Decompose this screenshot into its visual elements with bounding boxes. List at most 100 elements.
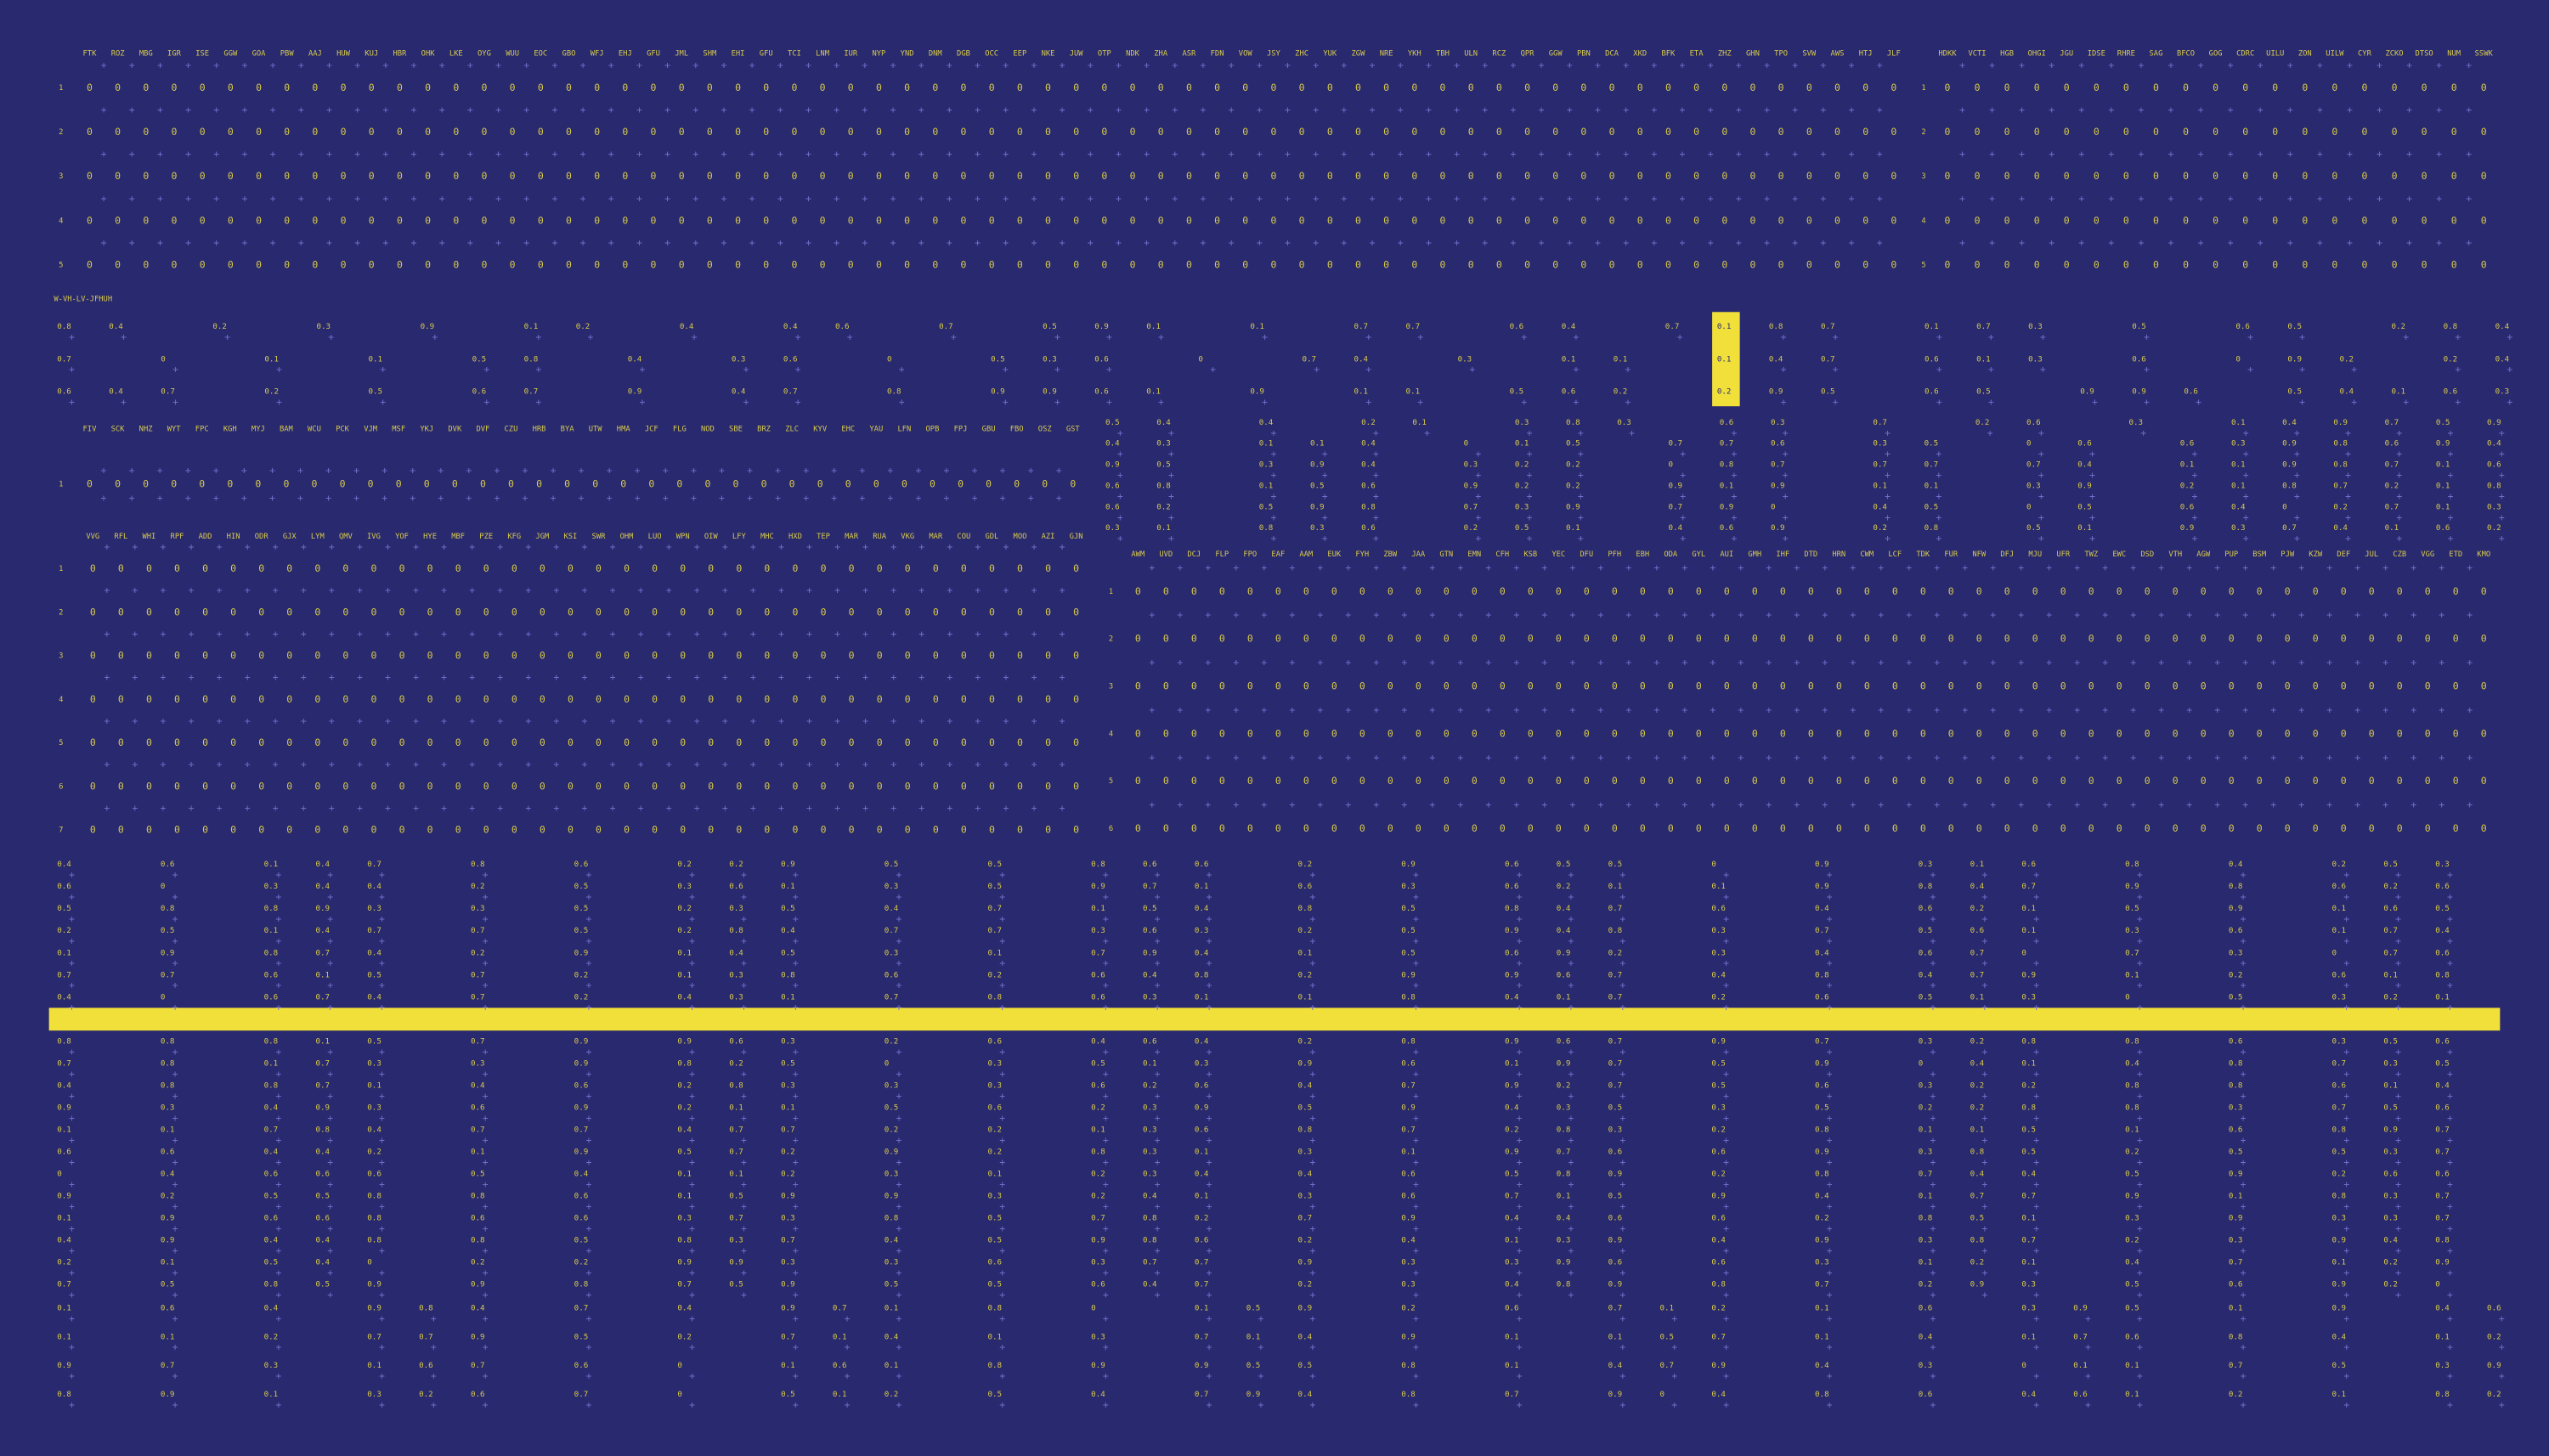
cell-value: 0 xyxy=(481,214,487,226)
cell-value: 0 xyxy=(399,780,405,792)
cell-value: 0 xyxy=(1975,126,1981,138)
cell-value: 0.5 xyxy=(1298,1103,1313,1112)
cell-value: 0.5 xyxy=(574,1235,589,1244)
cell-value: 0.6 xyxy=(2026,418,2041,427)
plus-marker: + xyxy=(2354,657,2360,669)
plus-marker: + xyxy=(2354,751,2360,763)
cell-value: 0 xyxy=(791,126,797,138)
cell-value: 0 xyxy=(538,126,544,138)
cell-value: 0.6 xyxy=(472,387,487,397)
plus-marker: + xyxy=(1309,1200,1315,1212)
cell-value: 0.7 xyxy=(885,926,899,935)
plus-marker: + xyxy=(896,1200,902,1212)
cell-value: 0 xyxy=(620,478,626,490)
plus-marker: + xyxy=(1936,396,1942,408)
cell-value: 0 xyxy=(1017,562,1023,574)
cell-value: 0.5 xyxy=(367,1036,382,1046)
cell-value: 0 xyxy=(115,478,121,490)
plus-marker: + xyxy=(2191,448,2197,460)
plus-marker: + xyxy=(741,979,747,991)
plus-marker: + xyxy=(1413,1156,1419,1168)
plus-marker: + xyxy=(1429,799,1435,810)
plus-marker: + xyxy=(1738,799,1744,810)
plus-marker: + xyxy=(553,759,559,770)
cell-value: 0.6 xyxy=(2383,904,2398,913)
plus-marker: + xyxy=(778,759,784,770)
cell-value: 0 xyxy=(146,736,152,748)
cell-value: 0.3 xyxy=(781,1081,795,1090)
row-label: 5 xyxy=(59,739,63,748)
plus-marker: + xyxy=(379,1156,385,1168)
cell-value: 0.2 xyxy=(161,1191,175,1200)
plus-marker: + xyxy=(1257,237,1263,249)
plus-marker: + xyxy=(1106,396,1112,408)
plus-marker: + xyxy=(2074,609,2080,621)
plus-marker: + xyxy=(608,59,614,71)
cell-value: 0.6 xyxy=(835,322,850,331)
plus-marker: + xyxy=(1309,891,1315,903)
plus-marker: + xyxy=(1103,1046,1109,1058)
plus-marker: + xyxy=(1103,1244,1109,1256)
cell-value: 0 xyxy=(961,562,967,574)
cell-value: 0.4 xyxy=(1401,1235,1416,1244)
cell-value: 0 xyxy=(707,82,713,93)
cell-value: 0 xyxy=(342,606,348,618)
cell-value: 0 xyxy=(848,82,854,93)
plus-marker: + xyxy=(834,802,840,814)
cell-value: 0 xyxy=(2302,82,2308,93)
cell-value: 0 xyxy=(1806,82,1812,93)
plus-marker: + xyxy=(1820,192,1826,204)
cell-value: 0.6 xyxy=(2487,1303,2501,1312)
column-header: MAR xyxy=(845,533,859,541)
plus-marker: + xyxy=(1568,1112,1574,1124)
cell-value: 0.3 xyxy=(987,1058,1002,1068)
cell-value: 0 xyxy=(230,780,236,792)
cell-value: 0 xyxy=(680,736,686,748)
cell-value: 0.1 xyxy=(885,1361,899,1370)
cell-value: 0 xyxy=(2242,170,2248,182)
cell-value: 0.7 xyxy=(1608,1303,1623,1312)
plus-marker: + xyxy=(1569,751,1575,763)
cell-value: 0.2 xyxy=(885,1036,899,1046)
cell-value: 0 xyxy=(1637,259,1643,271)
plus-marker: + xyxy=(1517,1046,1523,1058)
cell-value: 0 xyxy=(986,478,992,490)
plus-marker: + xyxy=(585,1090,591,1102)
plus-marker: + xyxy=(213,237,219,249)
plus-marker: + xyxy=(2138,237,2144,249)
plus-marker: + xyxy=(1792,237,1798,249)
plus-marker: + xyxy=(2406,148,2412,160)
plus-marker: + xyxy=(1309,957,1315,969)
plus-marker: + xyxy=(1568,1134,1574,1146)
cell-value: 0.6 xyxy=(1401,1169,1416,1178)
cell-value: 0 xyxy=(284,126,290,138)
plus-marker: + xyxy=(1653,751,1659,763)
cell-value: 0 xyxy=(283,478,289,490)
cell-value: 0.5 xyxy=(315,1191,330,1200)
plus-marker: + xyxy=(1936,533,1941,545)
cell-value: 0.6 xyxy=(2125,1332,2139,1341)
plus-marker: + xyxy=(666,540,672,552)
cell-value: 0 xyxy=(2435,1279,2440,1289)
plus-marker: + xyxy=(1827,1398,1833,1410)
cell-value: 0 xyxy=(2004,633,2010,645)
plus-marker: + xyxy=(69,1112,75,1124)
row-label: 3 xyxy=(59,652,63,661)
cell-value: 0.3 xyxy=(2129,418,2144,427)
plus-marker: + xyxy=(1229,192,1235,204)
cell-value: 0.6 xyxy=(1608,1213,1623,1222)
cell-value: 0.3 xyxy=(729,970,743,979)
plus-marker: + xyxy=(1766,751,1772,763)
plus-marker: + xyxy=(525,802,531,814)
plus-marker: + xyxy=(325,464,331,476)
plus-marker: + xyxy=(890,802,896,814)
cell-value: 0 xyxy=(1101,214,1107,226)
cell-value: 0.8 xyxy=(987,1303,1002,1312)
cell-value: 0 xyxy=(1609,170,1615,182)
plus-marker: + xyxy=(999,913,1005,925)
plus-marker: + xyxy=(806,802,812,814)
cell-value: 0.2 xyxy=(2229,970,2243,979)
cell-value: 0 xyxy=(1696,680,1702,692)
column-header: RHRE xyxy=(2117,50,2135,59)
plus-marker: + xyxy=(1708,237,1714,249)
